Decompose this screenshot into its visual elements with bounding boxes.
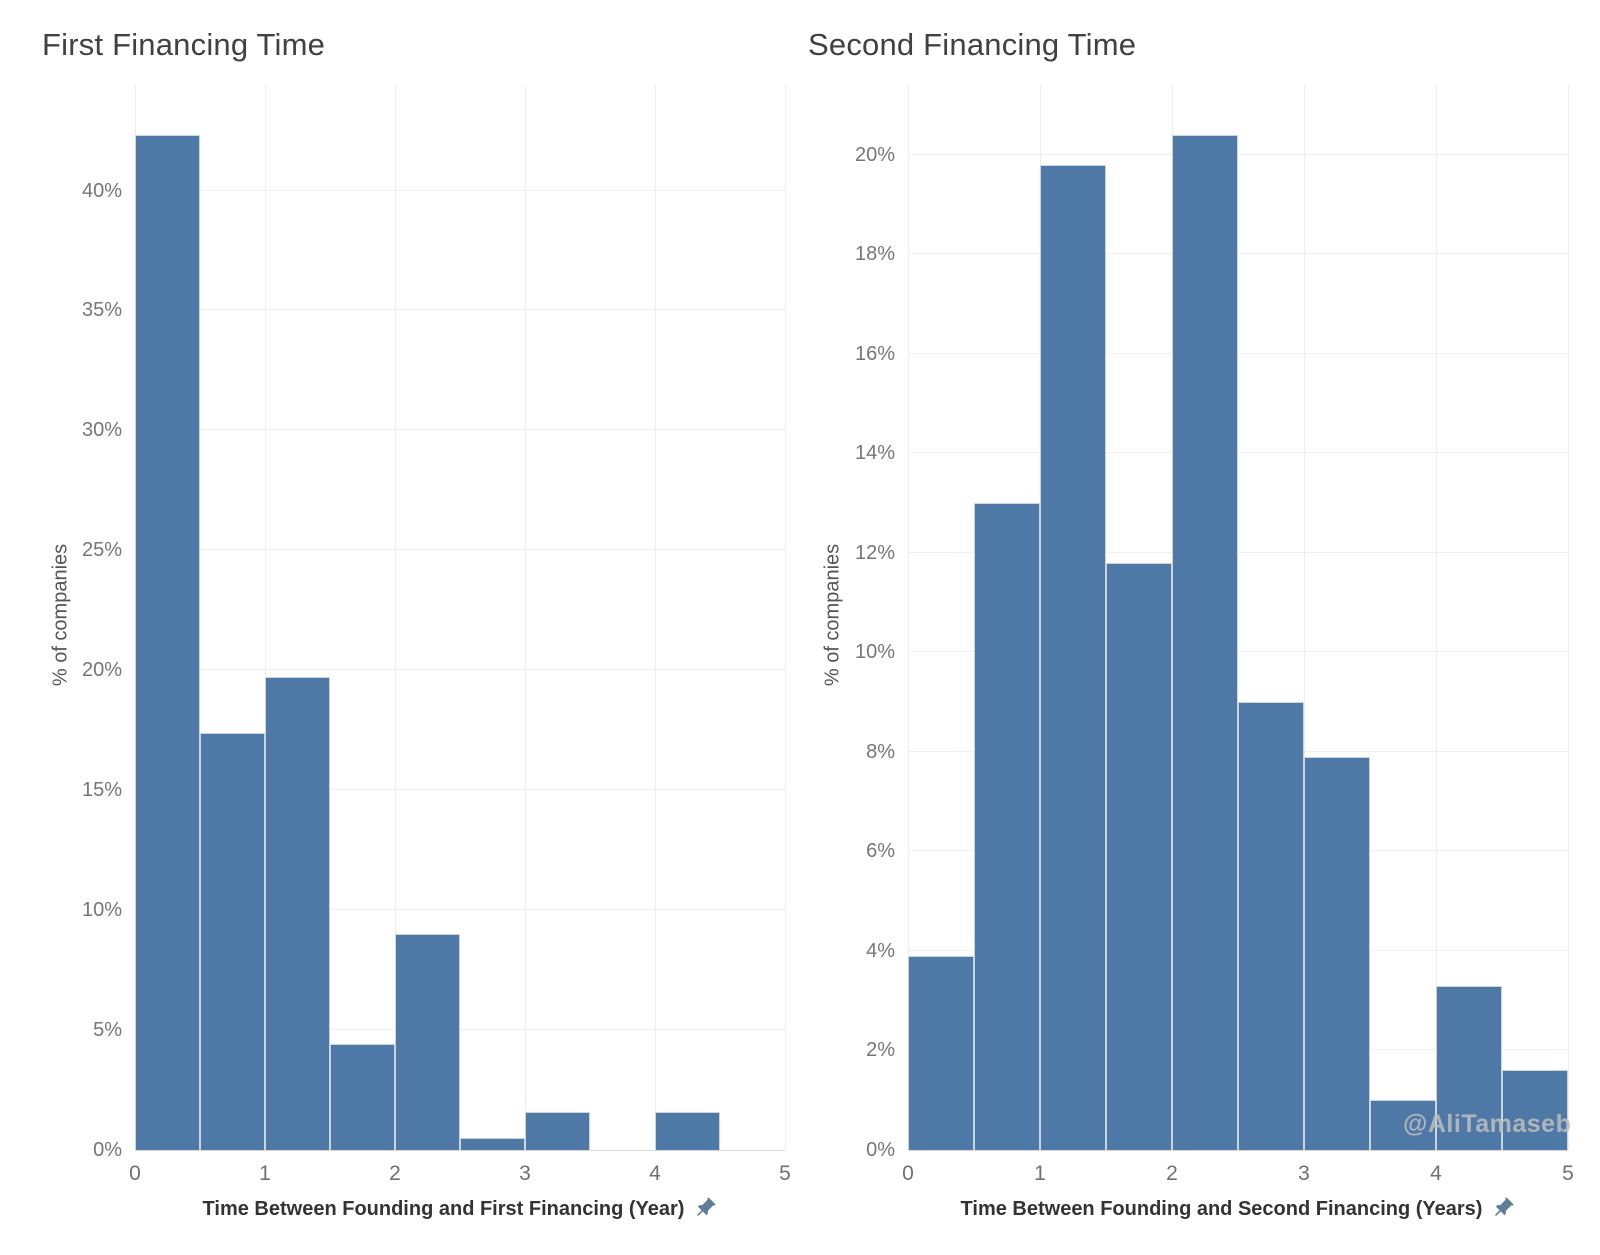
x-tick-label-5: 5: [1562, 1162, 1574, 1185]
horizontal-gridline-y30: [135, 429, 785, 431]
histogram-bar-1.5-2yr[interactable]: [1106, 562, 1172, 1150]
vertical-gridline-x3: [1304, 85, 1305, 1150]
x-tick-label-0: 0: [902, 1162, 914, 1185]
x-tick-label-2: 2: [1166, 1162, 1178, 1185]
vertical-gridline-x4: [1436, 85, 1437, 1150]
chart-title-second-financing: Second Financing Time: [808, 27, 1137, 62]
horizontal-gridline-y20: [135, 669, 785, 671]
pinned-axis-icon[interactable]: [1486, 1191, 1520, 1225]
histogram-bar-4-4.5yr[interactable]: [655, 1111, 720, 1150]
x-tick-label-2: 2: [389, 1162, 401, 1185]
vertical-gridline-x0: [908, 85, 909, 1150]
y-tick-label-6: 6%: [866, 840, 895, 863]
y-tick-label-2: 2%: [866, 1039, 895, 1062]
y-tick-label-14: 14%: [854, 442, 895, 465]
y-tick-label-35: 35%: [81, 299, 122, 322]
histogram-bar-1-1.5yr[interactable]: [265, 677, 330, 1150]
x-tick-label-5: 5: [779, 1162, 791, 1185]
y-tick-label-30: 30%: [81, 419, 122, 442]
y-axis-tick-labels-first: 0% 5% 10% 15% 20% 25% 30% 35% 40%: [0, 85, 122, 1160]
vertical-gridline-x5: [1568, 85, 1569, 1150]
horizontal-gridline-y25: [135, 549, 785, 551]
histogram-bar-1-1.5yr[interactable]: [1040, 164, 1106, 1150]
x-axis-title-second: Time Between Founding and Second Financi…: [908, 1196, 1568, 1221]
plot-area-first-financing: [135, 85, 786, 1151]
x-tick-label-1: 1: [259, 1162, 271, 1185]
vertical-gridline-x1: [265, 85, 266, 1150]
histogram-bar-0-0.5yr[interactable]: [135, 135, 200, 1150]
x-tick-label-1: 1: [1034, 1162, 1046, 1185]
y-tick-label-18: 18%: [854, 243, 895, 266]
x-tick-label-4: 4: [1430, 1162, 1442, 1185]
histogram-bar-2.5-3yr[interactable]: [1238, 702, 1304, 1150]
y-tick-label-40: 40%: [81, 179, 122, 202]
histogram-bar-0.5-1yr[interactable]: [200, 732, 265, 1150]
histogram-bar-3.5-4yr[interactable]: [1370, 1100, 1436, 1150]
horizontal-gridline-y14: [908, 452, 1568, 454]
watermark-credit: @AliTamaseb: [1403, 1110, 1572, 1138]
x-axis-title-second-label: Time Between Founding and Second Financi…: [960, 1198, 1483, 1220]
horizontal-gridline-y20: [908, 153, 1568, 155]
vertical-gridline-x5: [785, 85, 786, 1150]
x-tick-label-3: 3: [1298, 1162, 1310, 1185]
vertical-gridline-x3: [525, 85, 526, 1150]
y-tick-label-10: 10%: [81, 899, 122, 922]
x-tick-label-3: 3: [519, 1162, 531, 1185]
horizontal-gridline-y40: [135, 189, 785, 191]
horizontal-gridline-y18: [908, 253, 1568, 255]
y-tick-label-15: 15%: [81, 779, 122, 802]
horizontal-gridline-y5: [135, 1029, 785, 1031]
x-axis-title-first: Time Between Founding and First Financin…: [135, 1196, 785, 1221]
y-axis-tick-labels-second: 0% 2% 4% 6% 8% 10% 12% 14% 16% 18% 20%: [770, 85, 895, 1160]
histogram-bar-1.5-2yr[interactable]: [330, 1044, 395, 1150]
horizontal-gridline-y16: [908, 352, 1568, 354]
histogram-bar-2-2.5yr[interactable]: [395, 934, 460, 1150]
y-tick-label-8: 8%: [866, 740, 895, 763]
histogram-bar-2-2.5yr[interactable]: [1172, 134, 1238, 1150]
histogram-bar-4.5-5yr[interactable]: [1502, 1070, 1568, 1150]
plot-area-second-financing: [908, 85, 1569, 1151]
y-tick-label-20: 20%: [81, 659, 122, 682]
y-tick-label-10: 10%: [854, 641, 895, 664]
y-tick-label-16: 16%: [854, 342, 895, 365]
histogram-bar-3-3.5yr[interactable]: [1304, 756, 1370, 1150]
y-tick-label-12: 12%: [854, 541, 895, 564]
chart-title-first-financing: First Financing Time: [42, 27, 326, 62]
x-tick-label-0: 0: [129, 1162, 141, 1185]
horizontal-gridline-y35: [135, 309, 785, 311]
y-tick-label-4: 4%: [866, 939, 895, 962]
vertical-gridline-x4: [655, 85, 656, 1150]
histogram-bar-2.5-3yr[interactable]: [460, 1138, 525, 1150]
histogram-bar-4-4.5yr[interactable]: [1436, 985, 1502, 1150]
histogram-bar-3-3.5yr[interactable]: [525, 1111, 590, 1150]
y-tick-label-20: 20%: [854, 143, 895, 166]
x-axis-tick-labels-first: 0 1 2 3 4 5: [129, 1162, 791, 1193]
histogram-bar-0.5-1yr[interactable]: [974, 503, 1040, 1150]
x-axis-tick-labels-second: 0 1 2 3 4 5: [902, 1162, 1574, 1193]
horizontal-gridline-y10: [135, 909, 785, 911]
horizontal-gridline-y10: [908, 651, 1568, 653]
y-tick-label-5: 5%: [93, 1019, 122, 1042]
horizontal-gridline-y15: [135, 789, 785, 791]
x-tick-label-4: 4: [649, 1162, 661, 1185]
y-tick-label-0: 0%: [93, 1139, 122, 1161]
x-axis-title-first-label: Time Between Founding and First Financin…: [202, 1198, 685, 1220]
histogram-bar-0-0.5yr[interactable]: [908, 955, 974, 1150]
vertical-gridline-x2: [395, 85, 396, 1150]
horizontal-gridline-y12: [908, 551, 1568, 553]
y-tick-label-0: 0%: [866, 1139, 895, 1161]
pinned-axis-icon[interactable]: [688, 1191, 722, 1225]
y-tick-label-25: 25%: [81, 539, 122, 562]
